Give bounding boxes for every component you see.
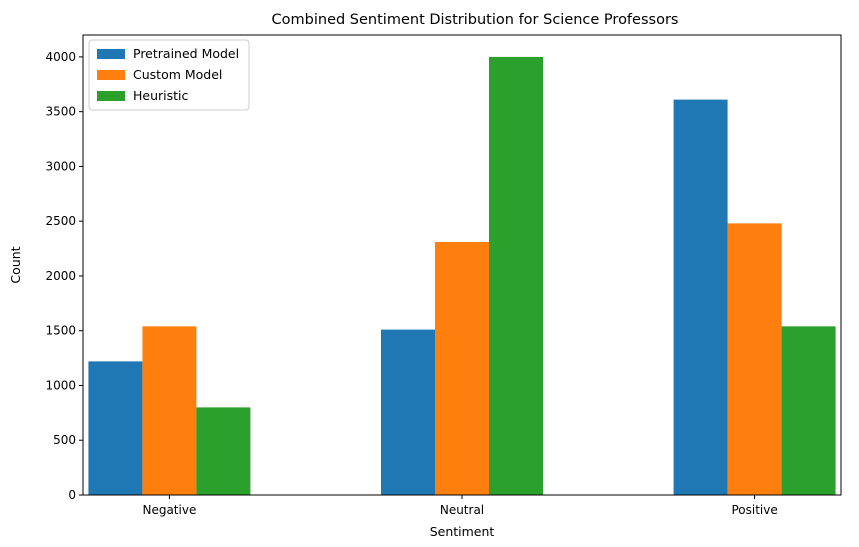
x-tick-label-positive: Positive — [731, 503, 777, 517]
x-tick-label-negative: Negative — [142, 503, 196, 517]
y-tick-label: 0 — [68, 488, 76, 502]
bar-custom-model-neutral — [435, 242, 489, 495]
x-axis-label: Sentiment — [430, 524, 495, 539]
bar-pretrained-model-neutral — [381, 329, 435, 495]
y-axis: 0 500 1000 1500 2000 2500 3000 3500 4000 — [45, 50, 83, 502]
y-tick-label: 4000 — [45, 50, 76, 64]
chart-title: Combined Sentiment Distribution for Scie… — [272, 12, 679, 28]
y-tick-label: 1000 — [45, 378, 76, 392]
x-axis: Negative Neutral Positive — [142, 495, 778, 517]
y-tick-label: 500 — [53, 433, 76, 447]
plot-frame — [82, 34, 842, 496]
y-tick-label: 2000 — [45, 269, 76, 283]
y-tick-label: 2500 — [45, 214, 76, 228]
legend-swatch-heuristic — [97, 91, 125, 101]
legend-frame — [88, 39, 250, 111]
bar-heuristic-negative — [196, 407, 251, 495]
bar-custom-model-positive — [727, 223, 782, 495]
y-tick-label: 1500 — [45, 324, 76, 338]
legend-swatch-custom-model — [97, 70, 125, 80]
x-tick-label-neutral: Neutral — [440, 503, 484, 517]
bar-pretrained-model-positive — [673, 99, 728, 495]
bars-group — [88, 56, 836, 496]
y-tick-label: 3500 — [45, 105, 76, 119]
bar-pretrained-model-negative — [88, 361, 143, 495]
y-axis-label: Count — [8, 246, 23, 283]
legend: Pretrained Model Custom Model Heuristic — [88, 39, 250, 111]
bar-heuristic-neutral — [489, 56, 543, 496]
bar-custom-model-negative — [142, 326, 197, 495]
legend-label-custom-model: Custom Model — [133, 67, 222, 82]
legend-label-pretrained-model: Pretrained Model — [133, 46, 239, 61]
legend-label-heuristic: Heuristic — [133, 88, 189, 103]
y-tick-label: 3000 — [45, 159, 76, 173]
bar-heuristic-positive — [781, 326, 836, 495]
legend-swatch-pretrained-model — [97, 49, 125, 59]
